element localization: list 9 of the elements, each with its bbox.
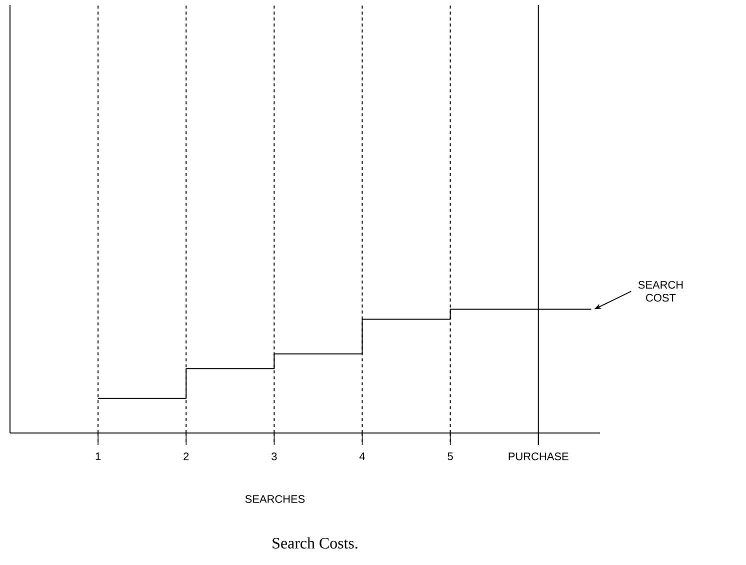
x-tick-label: 3 [272, 452, 277, 460]
x-tick-label: 1 [96, 452, 101, 460]
x-tick-label: 4 [359, 452, 365, 460]
x-tick-label: 5 [448, 452, 453, 460]
text: Search Costs. [272, 537, 358, 549]
annotation: SEARCH COST [638, 280, 683, 302]
x-tick-label: 2 [184, 452, 189, 460]
x-tick-label: PURCHASE [508, 452, 568, 460]
x-axis-title: SEARCHES [245, 495, 305, 503]
